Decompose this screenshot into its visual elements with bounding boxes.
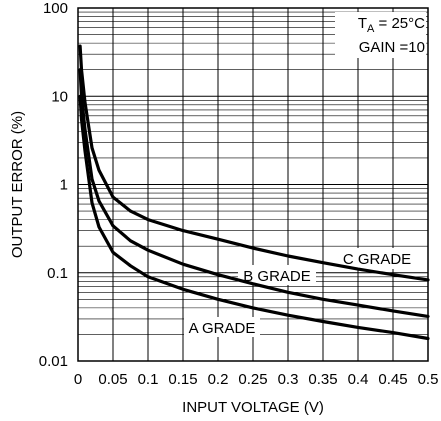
annotation-background bbox=[335, 12, 426, 58]
x-tick-label: 0.35 bbox=[308, 371, 337, 388]
curve-c-grade bbox=[78, 44, 430, 282]
x-tick-label: 0 bbox=[74, 371, 82, 388]
ta-value: = 25°C bbox=[374, 15, 425, 32]
x-tick-label: 0.05 bbox=[98, 371, 127, 388]
curve-b-grade bbox=[78, 68, 430, 318]
x-tick-label: 0.2 bbox=[208, 371, 229, 388]
curve-a-grade bbox=[78, 94, 430, 341]
y-tick-label: 0.01 bbox=[39, 353, 68, 370]
series-label-a-grade: A GRADE bbox=[189, 320, 256, 337]
x-axis-title: INPUT VOLTAGE (V) bbox=[182, 399, 324, 416]
plot-frame bbox=[77, 7, 429, 362]
label-background-b-grade bbox=[238, 265, 316, 285]
label-background-a-grade bbox=[184, 317, 260, 337]
y-axis-title: OUTPUT ERROR (%) bbox=[9, 111, 26, 258]
y-tick-label: 10 bbox=[51, 88, 68, 105]
y-tick-label: 0.1 bbox=[47, 265, 68, 282]
series-label-c-grade: C GRADE bbox=[343, 251, 411, 268]
ta-symbol: T bbox=[358, 15, 367, 32]
label-backgrounds bbox=[184, 12, 426, 337]
series-label-b-grade: B GRADE bbox=[243, 268, 311, 285]
x-tick-label: 0.4 bbox=[348, 371, 369, 388]
x-tick-label: 0.3 bbox=[278, 371, 299, 388]
x-tick-label: 0.25 bbox=[238, 371, 267, 388]
curves bbox=[78, 44, 430, 341]
x-tick-labels: 0 0.05 0.1 0.15 0.2 0.25 0.3 0.35 0.4 0.45 0.5 bbox=[74, 371, 439, 388]
temperature-annotation: TA = 25°C bbox=[358, 15, 425, 35]
x-tick-label: 0.1 bbox=[138, 371, 159, 388]
y-tick-label: 1 bbox=[60, 177, 68, 194]
x-tick-label: 0.45 bbox=[378, 371, 407, 388]
y-tick-label: 100 bbox=[43, 0, 68, 17]
x-tick-label: 0.15 bbox=[168, 371, 197, 388]
gain-annotation: GAIN =10 bbox=[359, 39, 425, 56]
y-tick-labels: 0.01 0.1 1 10 100 bbox=[39, 0, 68, 370]
x-tick-label: 0.5 bbox=[418, 371, 439, 388]
label-background-c-grade bbox=[338, 248, 418, 269]
ta-subscript: A bbox=[367, 23, 375, 35]
